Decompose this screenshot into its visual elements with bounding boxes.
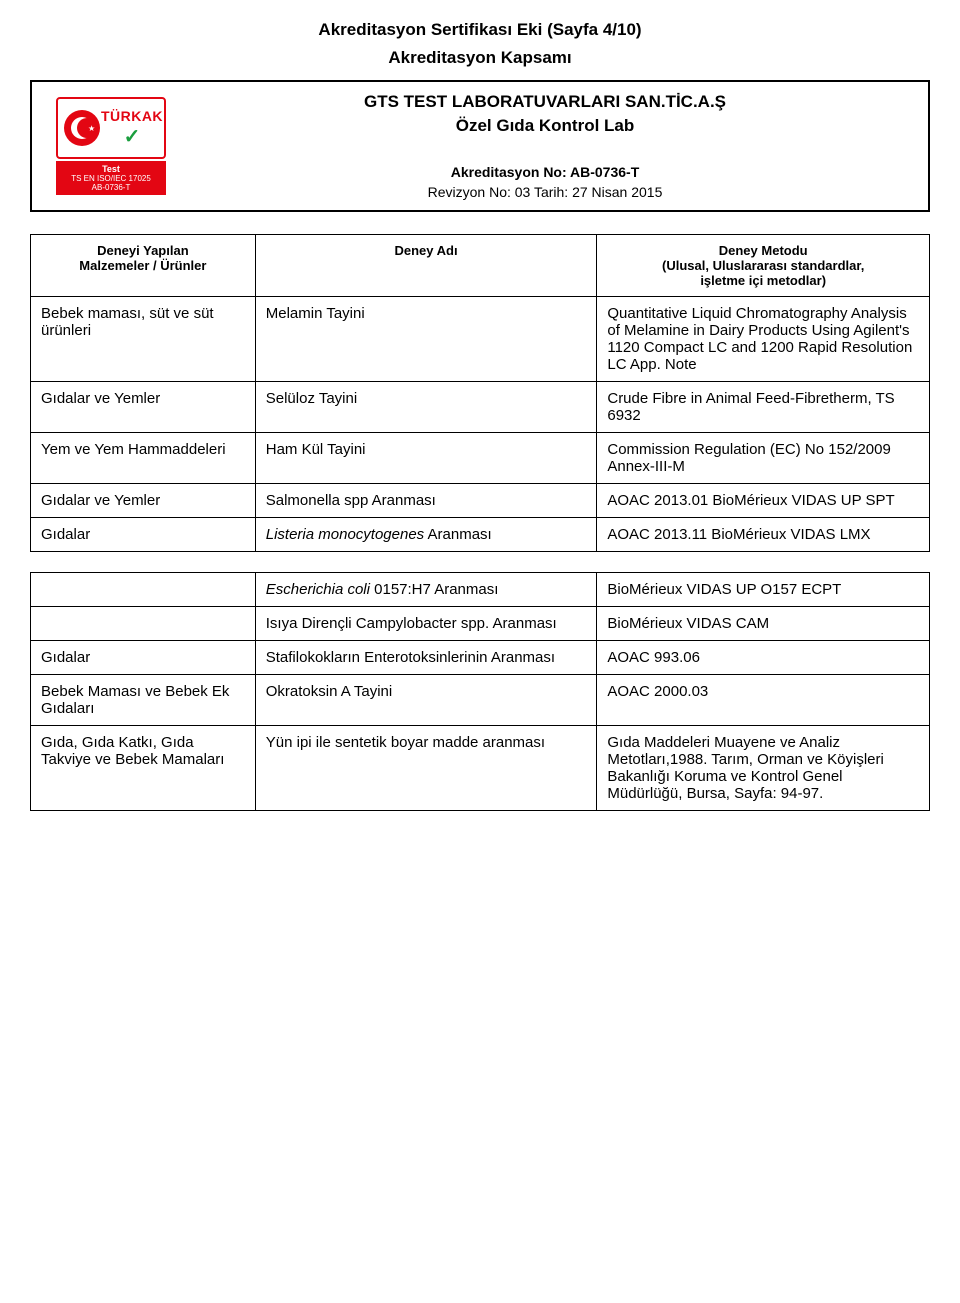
cell-method: AOAC 2000.03 <box>597 675 930 726</box>
cell-material: Gıda, Gıda Katkı, Gıda Takviye ve Bebek … <box>31 726 256 811</box>
cell-test-name: Escherichia coli 0157:H7 Aranması <box>255 573 597 607</box>
cell-test-name: Yün ipi ile sentetik boyar madde aranmas… <box>255 726 597 811</box>
table-row: GıdalarListeria monocytogenes AranmasıAO… <box>31 518 930 552</box>
table-header-row: Deneyi Yapılan Malzemeler / Ürünler Dene… <box>31 235 930 297</box>
cell-method: Crude Fibre in Animal Feed-Fibretherm, T… <box>597 382 930 433</box>
logo-column: ★ TÜRKAK ✓ Test TS EN ISO/IEC 17025 AB-0… <box>46 97 176 195</box>
cell-test-name: Ham Kül Tayini <box>255 433 597 484</box>
logo-sub-label: Test TS EN ISO/IEC 17025 AB-0736-T <box>56 161 166 195</box>
accreditation-no: Akreditasyon No: AB-0736-T <box>176 164 914 180</box>
cell-test-name: Selüloz Tayini <box>255 382 597 433</box>
cell-method: AOAC 993.06 <box>597 641 930 675</box>
cell-material: Gıdalar ve Yemler <box>31 484 256 518</box>
cell-material <box>31 573 256 607</box>
cell-method: BioMérieux VIDAS CAM <box>597 607 930 641</box>
col-header-test-name: Deney Adı <box>255 235 597 297</box>
cell-test-name: Isıya Dirençli Campylobacter spp. Aranma… <box>255 607 597 641</box>
org-name: GTS TEST LABORATUVARLARI SAN.TİC.A.Ş <box>176 92 914 112</box>
page-subtitle: Akreditasyon Kapsamı <box>30 48 930 68</box>
revision-line: Revizyon No: 03 Tarih: 27 Nisan 2015 <box>176 184 914 200</box>
page-title: Akreditasyon Sertifikası Eki (Sayfa 4/10… <box>30 20 930 40</box>
header-box: ★ TÜRKAK ✓ Test TS EN ISO/IEC 17025 AB-0… <box>30 80 930 212</box>
table-row: Gıda, Gıda Katkı, Gıda Takviye ve Bebek … <box>31 726 930 811</box>
table-row: Escherichia coli 0157:H7 AranmasıBioMéri… <box>31 573 930 607</box>
table-row: Yem ve Yem HammaddeleriHam Kül TayiniCom… <box>31 433 930 484</box>
cell-material: Bebek Maması ve Bebek Ek Gıdaları <box>31 675 256 726</box>
cell-material: Bebek maması, süt ve süt ürünleri <box>31 297 256 382</box>
cell-material: Gıdalar ve Yemler <box>31 382 256 433</box>
scope-table-1: Deneyi Yapılan Malzemeler / Ürünler Dene… <box>30 234 930 552</box>
table-row: Isıya Dirençli Campylobacter spp. Aranma… <box>31 607 930 641</box>
header-center: GTS TEST LABORATUVARLARI SAN.TİC.A.Ş Öze… <box>176 92 914 200</box>
cell-material: Yem ve Yem Hammaddeleri <box>31 433 256 484</box>
table-row: GıdalarStafilokokların Enterotoksinlerin… <box>31 641 930 675</box>
cell-test-name: Salmonella spp Aranması <box>255 484 597 518</box>
cell-method: Quantitative Liquid Chromatography Analy… <box>597 297 930 382</box>
table-row: Bebek Maması ve Bebek Ek GıdalarıOkratok… <box>31 675 930 726</box>
cell-method: AOAC 2013.01 BioMérieux VIDAS UP SPT <box>597 484 930 518</box>
flag-icon: ★ <box>64 110 100 146</box>
org-sub: Özel Gıda Kontrol Lab <box>176 116 914 136</box>
cell-material <box>31 607 256 641</box>
cell-method: Gıda Maddeleri Muayene ve Analiz Metotla… <box>597 726 930 811</box>
col-header-materials: Deneyi Yapılan Malzemeler / Ürünler <box>31 235 256 297</box>
cell-test-name: Stafilokokların Enterotoksinlerinin Aran… <box>255 641 597 675</box>
cell-test-name: Listeria monocytogenes Aranması <box>255 518 597 552</box>
table-row: Bebek maması, süt ve süt ürünleriMelamin… <box>31 297 930 382</box>
table-row: Gıdalar ve YemlerSalmonella spp Aranması… <box>31 484 930 518</box>
cell-test-name: Okratoksin A Tayini <box>255 675 597 726</box>
cell-material: Gıdalar <box>31 518 256 552</box>
logo-brand-text: TÜRKAK <box>101 108 163 124</box>
cell-method: BioMérieux VIDAS UP O157 ECPT <box>597 573 930 607</box>
cell-test-name: Melamin Tayini <box>255 297 597 382</box>
cell-method: AOAC 2013.11 BioMérieux VIDAS LMX <box>597 518 930 552</box>
cell-material: Gıdalar <box>31 641 256 675</box>
table-row: Gıdalar ve YemlerSelüloz TayiniCrude Fib… <box>31 382 930 433</box>
turkak-logo: ★ TÜRKAK ✓ <box>56 97 166 159</box>
cell-method: Commission Regulation (EC) No 152/2009 A… <box>597 433 930 484</box>
scope-table-2: Escherichia coli 0157:H7 AranmasıBioMéri… <box>30 572 930 811</box>
col-header-method: Deney Metodu (Ulusal, Uluslararası stand… <box>597 235 930 297</box>
check-icon: ✓ <box>124 124 141 149</box>
